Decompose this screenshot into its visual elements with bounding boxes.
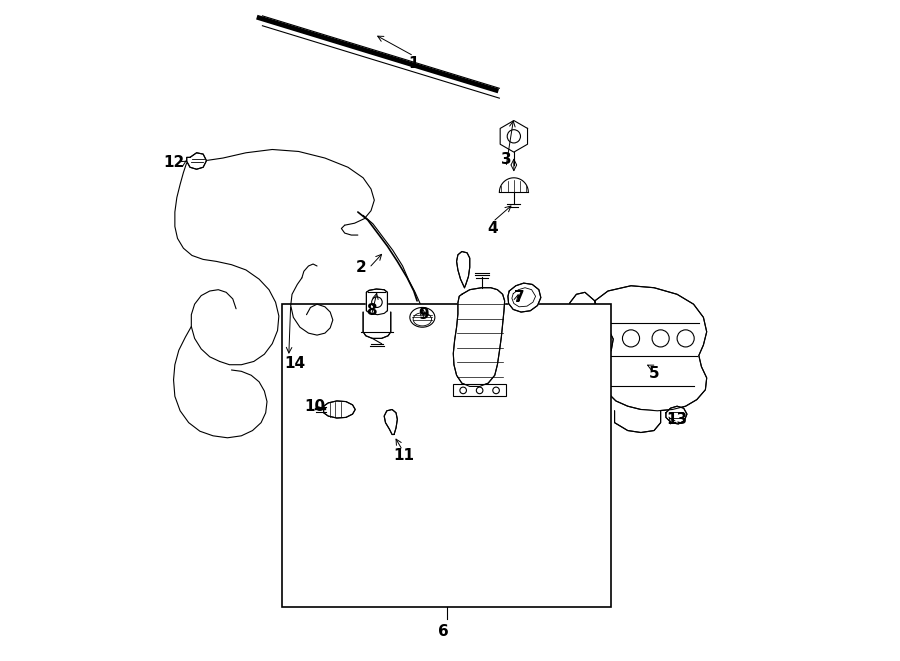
Polygon shape	[454, 288, 505, 387]
Text: 9: 9	[418, 307, 429, 321]
Polygon shape	[569, 292, 601, 334]
Text: 7: 7	[514, 290, 525, 305]
Text: 13: 13	[667, 412, 688, 427]
Polygon shape	[324, 401, 356, 418]
Polygon shape	[384, 409, 397, 434]
Text: 5: 5	[649, 366, 660, 381]
Polygon shape	[456, 252, 470, 288]
Text: 12: 12	[163, 155, 184, 170]
Polygon shape	[366, 289, 388, 315]
Text: 4: 4	[488, 221, 498, 236]
Text: 3: 3	[500, 152, 511, 167]
Polygon shape	[186, 153, 206, 169]
Text: 6: 6	[438, 625, 449, 639]
Text: 14: 14	[284, 356, 306, 371]
Polygon shape	[595, 286, 706, 410]
Polygon shape	[666, 407, 687, 424]
Text: 10: 10	[304, 399, 326, 414]
Polygon shape	[363, 312, 391, 338]
Text: 11: 11	[393, 448, 414, 463]
Text: 2: 2	[356, 260, 366, 276]
Text: 1: 1	[409, 56, 419, 71]
Text: 8: 8	[365, 303, 376, 318]
Polygon shape	[508, 283, 541, 312]
Bar	[283, 304, 611, 607]
Bar	[454, 385, 506, 397]
Polygon shape	[615, 410, 661, 432]
